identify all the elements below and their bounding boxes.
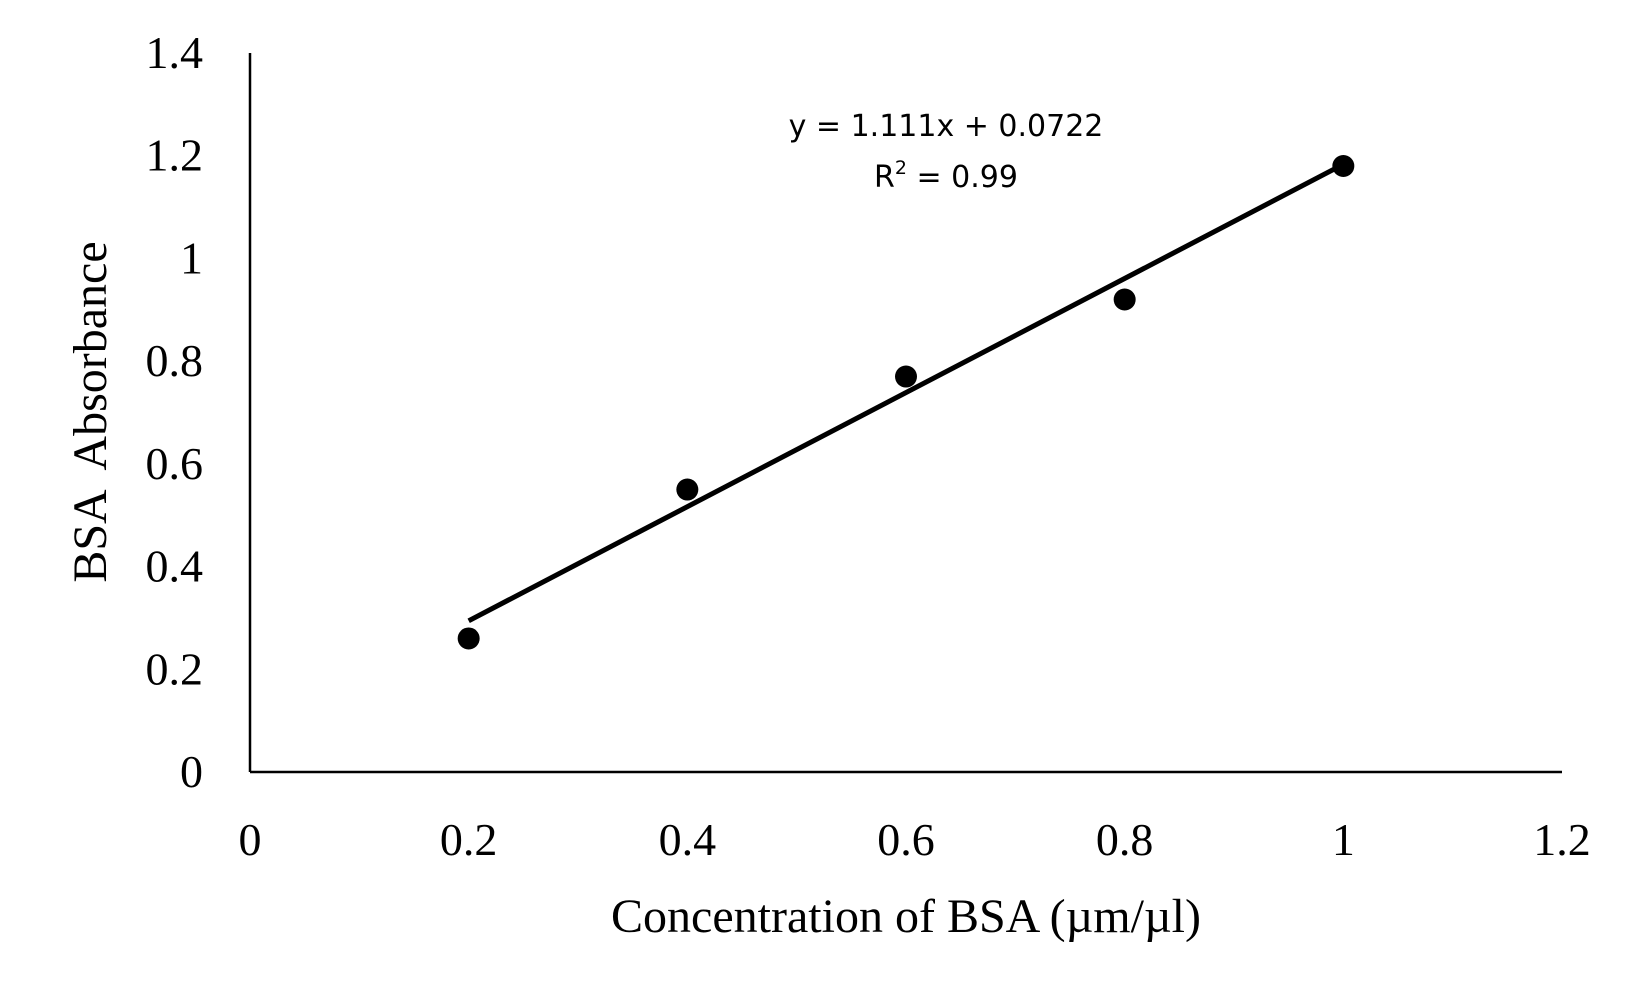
y-tick-label: 1.2 <box>146 130 204 181</box>
x-tick-labels: 0 0.2 0.4 0.6 0.8 1 1.2 <box>239 814 1591 865</box>
r2-value: = 0.99 <box>907 160 1018 195</box>
trendline-equation: y = 1.111x + 0.0722 <box>789 109 1104 144</box>
x-tick-label: 0.2 <box>440 814 498 865</box>
y-axis-title: BSA Absorbance <box>64 241 117 582</box>
y-tick-label: 0.4 <box>146 541 204 592</box>
x-axis-title: Concentration of BSA (µm/µl) <box>611 890 1201 943</box>
data-point <box>457 627 480 650</box>
x-tick-label: 0 <box>239 814 262 865</box>
y-tick-label: 1 <box>180 232 203 283</box>
y-tick-label: 0 <box>180 746 203 797</box>
r2-prefix: R <box>874 160 895 195</box>
trendline-group <box>467 162 1345 624</box>
r-squared-label: R2 = 0.99 <box>874 157 1018 195</box>
y-tick-labels: 0 0.2 0.4 0.6 0.8 1 1.2 1.4 <box>146 27 204 797</box>
data-point <box>1332 154 1355 177</box>
y-tick-label: 0.6 <box>146 438 204 489</box>
data-point <box>676 478 699 501</box>
y-tick-label: 0.8 <box>146 335 204 386</box>
x-tick-label: 1 <box>1332 814 1355 865</box>
r2-superscript: 2 <box>895 157 907 179</box>
data-points <box>457 154 1355 650</box>
x-tick-label: 1.2 <box>1533 814 1591 865</box>
y-tick-label: 1.4 <box>146 27 204 78</box>
data-point <box>1113 288 1136 311</box>
x-tick-label: 0.6 <box>877 814 935 865</box>
y-tick-label: 0.2 <box>146 643 204 694</box>
x-tick-label: 0.8 <box>1096 814 1154 865</box>
trendline <box>467 162 1345 624</box>
axes <box>248 53 1562 774</box>
x-tick-label: 0.4 <box>659 814 717 865</box>
data-point <box>895 365 917 388</box>
